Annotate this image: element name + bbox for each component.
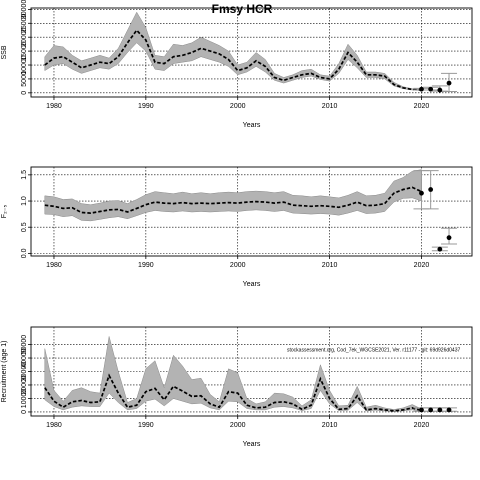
y-tick-label: 15000 — [21, 41, 28, 61]
y-axis-label: F₂₋₅ — [1, 205, 8, 219]
y-tick-label: 30000 — [21, 362, 28, 382]
panel-recruitment: 1980 1990 2000 2010 2020 01000020000300004000… — [1, 326, 473, 448]
y-tick-label: 20000 — [21, 375, 28, 395]
x-tick-label: 1990 — [138, 422, 154, 429]
x-tick-label: 2020 — [414, 262, 430, 269]
x-tick-label: 1990 — [138, 262, 154, 269]
forecast-point — [428, 187, 434, 192]
x-tick-label: 2020 — [414, 422, 430, 429]
forecast-point — [437, 246, 443, 252]
x-tick-label: 2010 — [322, 422, 338, 429]
forecast-point — [419, 190, 424, 196]
panel-ssb: 1980 1990 2000 2010 2020 0 5000100001500020000… — [1, 0, 473, 129]
plot-frame — [30, 7, 473, 98]
x-tick-label: 1980 — [46, 262, 62, 269]
y-tick-label: 20000 — [21, 27, 28, 47]
forecast-point — [446, 235, 452, 241]
x-tick-label: 1990 — [138, 103, 154, 110]
x-tick-label: 1980 — [46, 103, 62, 110]
y-tick-label: 10000 — [21, 389, 28, 409]
x-tick-label: 2000 — [230, 103, 246, 110]
forecast-point — [419, 407, 424, 413]
y-tick-label: 1.0 — [21, 196, 28, 206]
forecast-point — [446, 407, 452, 413]
panel-f: 1980 1990 2000 2010 2020 0.0 0.5 1.0 1.5 Years F₂₋… — [1, 166, 473, 288]
median-line — [44, 186, 422, 214]
y-tick-label: 50000 — [21, 335, 28, 355]
y-axis-label: SSB — [1, 45, 8, 59]
median-line — [44, 28, 422, 91]
y-axis-label: Recruitment (age 1) — [1, 341, 8, 403]
y-tick-label: 10000 — [21, 55, 28, 75]
x-tick-label: 2000 — [230, 262, 246, 269]
x-tick-label: 2020 — [414, 103, 430, 110]
y-tick-label: 0 — [21, 410, 28, 414]
y-tick-label: 0.5 — [21, 222, 28, 232]
panels: 1980 1990 2000 2010 202005000100001500020000… — [1, 0, 473, 448]
y-tick-label: 5000 — [21, 71, 28, 87]
x-tick-label: 2010 — [322, 262, 338, 269]
x-tick-label: 2010 — [322, 103, 338, 110]
x-axis-label: Years — [243, 122, 261, 129]
median-line — [44, 373, 422, 412]
forecast-point — [437, 407, 443, 413]
x-axis-label: Years — [243, 281, 261, 288]
stock-assessment-annotation: stockassessment.org, Cod_7ek_WGCSE2021, … — [287, 348, 460, 354]
forecast-point — [419, 86, 424, 92]
y-tick-label: 0 — [21, 91, 28, 95]
y-tick-label: 1.5 — [21, 170, 28, 180]
x-tick-label: 1980 — [46, 422, 62, 429]
forecast-point — [428, 86, 434, 92]
confidence-band — [44, 169, 422, 222]
x-tick-label: 2000 — [230, 422, 246, 429]
y-tick-label: 40000 — [21, 348, 28, 368]
figure-title: Fmsy HCR — [212, 2, 273, 16]
forecast-point — [437, 87, 443, 93]
x-axis-label: Years — [243, 441, 261, 448]
y-tick-label: 25000 — [21, 13, 28, 33]
y-tick-label: 0.0 — [21, 248, 28, 258]
y-tick-label: 30000 — [21, 0, 28, 19]
plot-frame — [30, 166, 473, 257]
forecast-point — [446, 80, 452, 86]
forecast-point — [428, 407, 434, 413]
